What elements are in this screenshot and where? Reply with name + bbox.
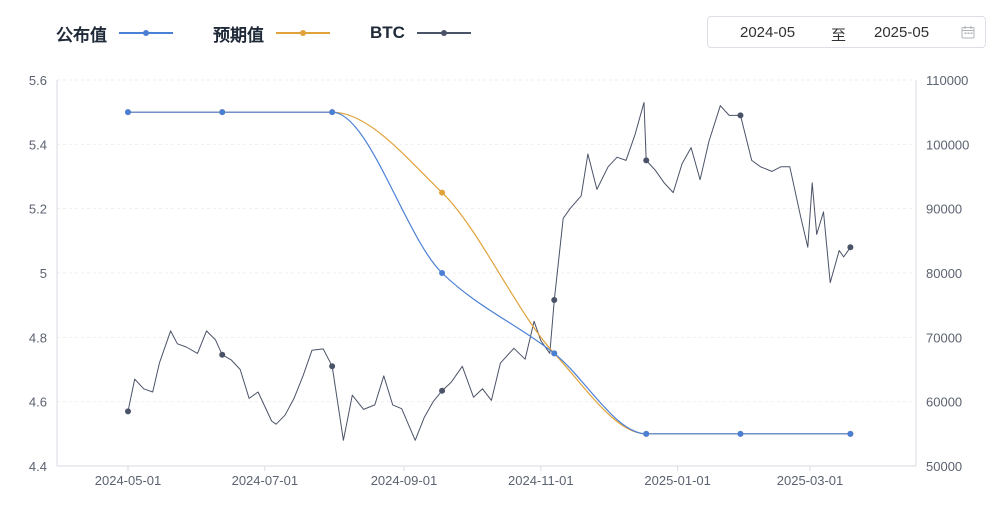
legend-label-btc: BTC — [370, 23, 405, 42]
published-point — [551, 350, 558, 357]
x-tick-label: 2025-03-01 — [777, 473, 844, 488]
legend-label-published: 公布值 — [56, 25, 107, 45]
btc-line — [127, 102, 851, 441]
legend-swatch-expected — [276, 28, 330, 38]
series-layer — [127, 102, 851, 441]
y-right-tick-label: 90000 — [926, 202, 962, 217]
marker-layer — [125, 109, 854, 437]
y-right-tick-label: 60000 — [926, 395, 962, 410]
y-left-tick-label: 5.6 — [29, 73, 47, 88]
y-left-tick-label: 5.4 — [29, 137, 47, 152]
btc-point — [219, 351, 226, 358]
calendar-icon[interactable] — [961, 25, 975, 39]
x-tick-label: 2025-01-01 — [644, 473, 711, 488]
btc-point — [329, 363, 336, 370]
y-right-tick-label: 110000 — [926, 73, 968, 88]
range-end-input[interactable]: 2025-05 — [874, 24, 930, 41]
legend-item-published[interactable]: 公布值 — [56, 21, 173, 46]
y-left-tick-label: 4.4 — [29, 459, 47, 474]
published-point — [439, 270, 446, 276]
legend-swatch-published — [119, 28, 173, 38]
published-line — [128, 111, 851, 435]
btc-point — [847, 244, 854, 251]
btc-point — [125, 408, 131, 415]
published-point — [847, 430, 854, 437]
y-left-tick-label: 5 — [40, 266, 47, 281]
published-point — [737, 430, 744, 437]
published-point — [643, 430, 650, 437]
range-start-input[interactable]: 2024-05 — [740, 24, 796, 41]
legend-label-expected: 预期值 — [213, 25, 264, 45]
axis-layer: 4.4 4.6 4.8 5 5.2 5.4 5.6 50000 60000 70000 80000 9… — [29, 73, 969, 488]
y-left-tick-label: 4.6 — [29, 395, 47, 410]
btc-point — [551, 297, 558, 304]
x-tick-label: 2024-05-01 — [95, 473, 162, 488]
btc-point — [643, 157, 650, 164]
legend-swatch-btc — [416, 28, 471, 38]
y-right-tick-label: 50000 — [926, 459, 962, 474]
legend-item-btc[interactable]: BTC — [370, 23, 471, 43]
published-point — [125, 109, 131, 116]
y-right-tick-label: 80000 — [926, 266, 962, 281]
published-point — [219, 109, 226, 116]
y-left-tick-label: 5.2 — [29, 202, 47, 217]
x-tick-label: 2024-11-01 — [508, 473, 574, 488]
btc-point — [737, 112, 744, 119]
x-tick-label: 2024-07-01 — [232, 473, 299, 488]
published-point — [329, 109, 336, 116]
y-right-tick-label: 70000 — [926, 330, 962, 345]
btc-point — [439, 387, 446, 394]
y-right-tick-label: 100000 — [926, 137, 969, 152]
expected-point — [439, 189, 446, 196]
legend-item-expected[interactable]: 预期值 — [213, 21, 330, 46]
x-tick-label: 2024-09-01 — [371, 473, 438, 488]
range-separator: 至 — [831, 27, 847, 44]
y-left-tick-label: 4.8 — [29, 330, 47, 345]
date-range-picker[interactable]: 2024-05 至 2025-05 — [707, 16, 986, 48]
grid-layer — [57, 79, 916, 403]
legend: 公布值 预期值 BTC — [56, 18, 511, 48]
